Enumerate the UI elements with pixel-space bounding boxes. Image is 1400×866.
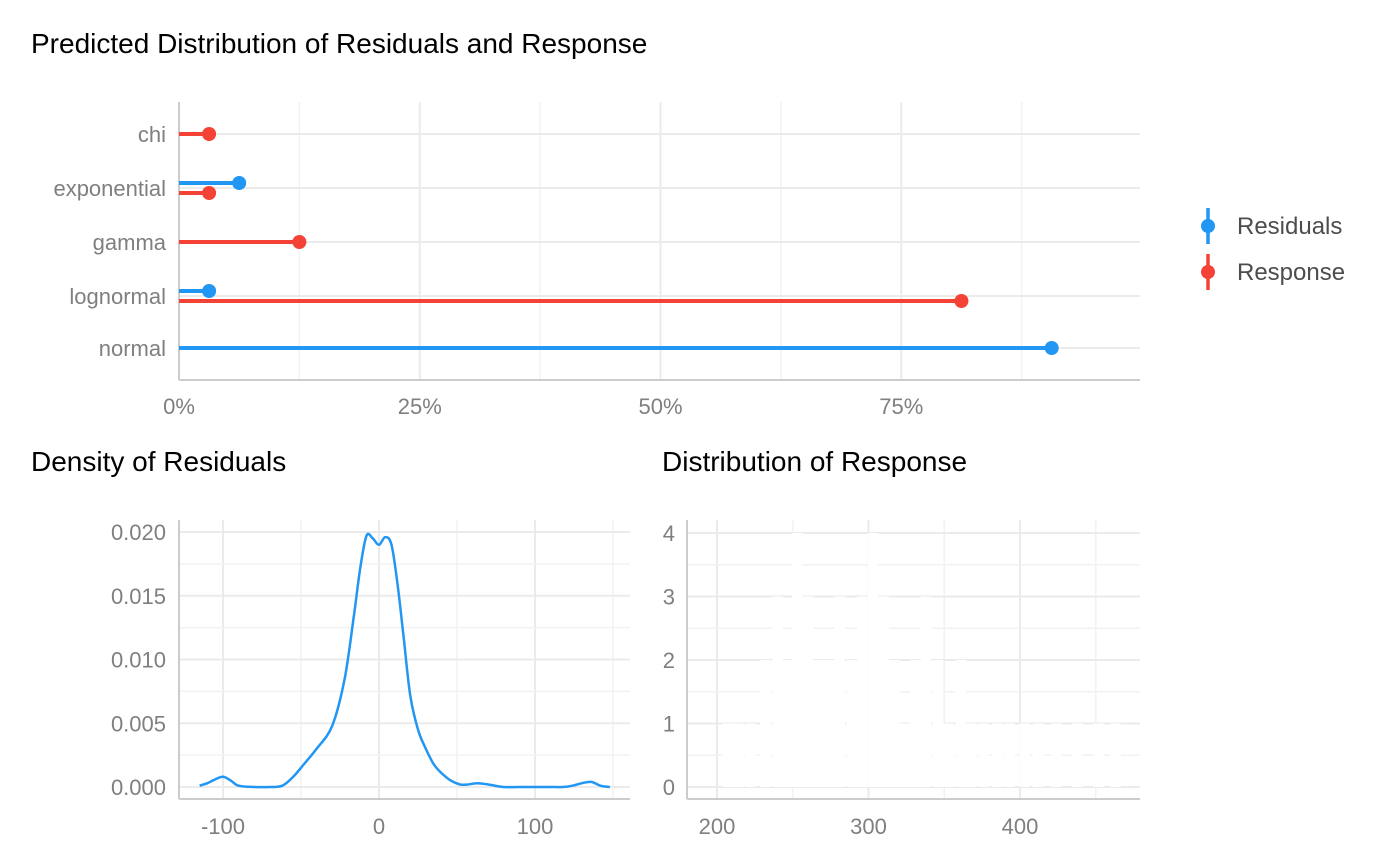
x-tick-label: 300	[850, 814, 887, 839]
histogram-bar	[1093, 723, 1105, 787]
histogram-bar	[722, 723, 733, 787]
density-panel-title: Density of Residuals	[31, 446, 286, 477]
top-panel-title: Predicted Distribution of Residuals and …	[31, 28, 647, 59]
y-tick-label: 2	[663, 648, 675, 673]
lollipop-point-response	[202, 127, 217, 141]
legend-label-response: Response	[1237, 259, 1345, 286]
lollipop-point-response	[292, 235, 307, 249]
histogram-bar	[857, 596, 868, 787]
histogram-bar	[955, 660, 967, 787]
y-tick-label: 0.015	[111, 584, 166, 609]
histogram-bar	[1004, 723, 1015, 787]
legend-dot-residuals	[1201, 219, 1215, 233]
histogram-bar	[823, 660, 835, 787]
histogram-bar	[932, 660, 944, 787]
x-tick-label: 100	[517, 814, 554, 839]
lollipop-point-response	[202, 186, 217, 200]
histogram-bar	[943, 723, 955, 787]
y-tick-label: 0	[663, 775, 675, 800]
x-tick-label: -100	[201, 814, 245, 839]
histogram-bar	[834, 596, 846, 787]
y-tick-label: gamma	[93, 230, 167, 255]
x-tick-label: 0	[373, 814, 385, 839]
y-tick-label: 0.000	[111, 775, 166, 800]
x-tick-label: 25%	[398, 394, 442, 419]
histogram-bar	[878, 596, 889, 787]
histogram-bar	[1051, 723, 1062, 787]
histogram-bar	[899, 723, 911, 787]
y-tick-label: exponential	[53, 176, 166, 201]
x-tick-label: 75%	[879, 394, 923, 419]
histogram-bar	[1032, 723, 1044, 787]
histogram-bar	[846, 660, 858, 787]
y-tick-label: chi	[138, 122, 166, 147]
legend-label-residuals: Residuals	[1237, 213, 1342, 240]
y-tick-label: normal	[99, 336, 166, 361]
histogram-bar	[1110, 723, 1121, 787]
histogram-bar	[966, 723, 977, 787]
histogram-bar	[813, 660, 824, 787]
y-tick-label: 1	[663, 712, 675, 737]
histogram-bar	[782, 660, 794, 787]
lollipop-point-residuals	[202, 284, 217, 298]
x-tick-label: 50%	[638, 394, 682, 419]
histogram-bar	[920, 596, 932, 787]
histogram-bar	[1019, 723, 1030, 787]
x-tick-label: 200	[699, 814, 736, 839]
y-tick-label: lognormal	[69, 284, 166, 309]
y-tick-label: 3	[663, 585, 675, 610]
histogram-bar	[732, 723, 744, 787]
y-tick-label: 0.005	[111, 711, 166, 736]
histogram-bar	[910, 660, 921, 787]
histogram-bar	[991, 723, 1003, 787]
density-panel: 0.000 0.005 0.010 0.015 0.020 -100 0 100	[111, 520, 630, 839]
lollipop-point-residuals	[1044, 341, 1059, 355]
histogram-bar	[978, 723, 989, 787]
histogram-bar	[1072, 723, 1083, 787]
histogram-bar	[745, 723, 756, 787]
x-tick-label: 400	[1002, 814, 1039, 839]
lollipop-point-response	[954, 294, 969, 308]
response-panel: 0 1 2 3 4 200 300 400	[663, 520, 1140, 839]
histogram-bar	[888, 660, 900, 787]
histogram-bar	[791, 533, 803, 787]
y-tick-label: 0.010	[111, 648, 166, 673]
top-panel: chi exponential gamma lognormal normal 0% 25% 5…	[53, 102, 1140, 419]
y-tick-label: 4	[663, 521, 675, 546]
histogram-bar	[867, 533, 879, 787]
response-panel-title: Distribution of Response	[662, 446, 967, 477]
lollipop-point-residuals	[232, 176, 247, 190]
y-tick-label: 0.020	[111, 520, 166, 545]
legend: Residuals Response	[1201, 208, 1345, 290]
x-tick-label: 0%	[163, 394, 195, 419]
legend-item-residuals: Residuals	[1201, 208, 1342, 244]
histogram-bar	[760, 660, 771, 787]
legend-item-response: Response	[1201, 254, 1345, 290]
density-curve	[199, 532, 611, 789]
histogram-bar	[772, 596, 783, 787]
legend-dot-response	[1201, 265, 1215, 279]
histogram-bar	[802, 596, 814, 787]
